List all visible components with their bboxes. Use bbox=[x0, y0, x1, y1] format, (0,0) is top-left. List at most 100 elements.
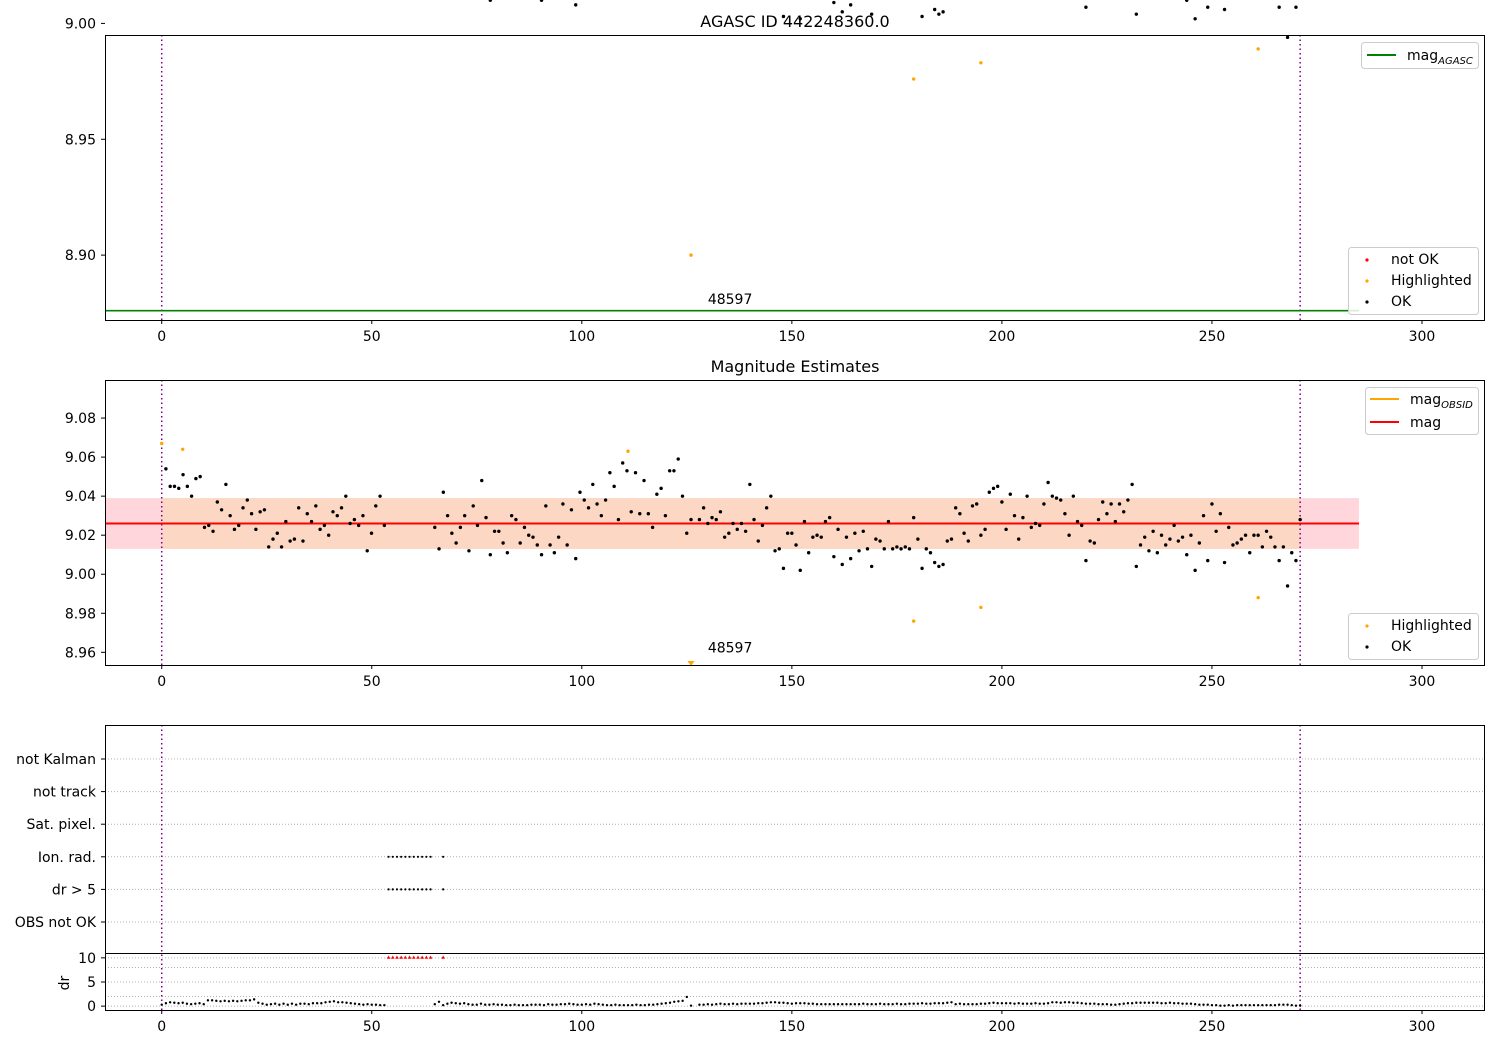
dr-point bbox=[652, 1003, 655, 1006]
dr-point bbox=[925, 1002, 928, 1005]
ok-point bbox=[616, 517, 621, 522]
ok-point bbox=[882, 547, 886, 551]
panel-flags-labels: not Kalman not track Sat. pixel. Ion. rad. d… bbox=[15, 752, 97, 931]
dr-point bbox=[231, 999, 235, 1003]
ok-point bbox=[878, 539, 882, 543]
flag-label: Sat. pixel. bbox=[27, 817, 96, 833]
dr-point bbox=[441, 1003, 445, 1007]
dr-point bbox=[1185, 1002, 1188, 1005]
ok-point bbox=[983, 527, 987, 532]
dr-point bbox=[513, 1003, 516, 1006]
dr-point bbox=[1118, 1003, 1121, 1006]
ok-point bbox=[958, 512, 962, 516]
panel-flags-markers bbox=[387, 855, 445, 891]
dr-point bbox=[315, 1002, 319, 1005]
dr-point bbox=[736, 1003, 739, 1006]
x-tick-label: 100 bbox=[568, 674, 595, 690]
ok-point bbox=[492, 529, 497, 533]
dr-point bbox=[332, 1000, 336, 1003]
ok-point bbox=[689, 517, 693, 522]
ok-point bbox=[254, 527, 258, 532]
ok-point bbox=[991, 486, 996, 491]
ok-point bbox=[811, 535, 815, 539]
ok-point bbox=[1210, 502, 1214, 506]
flag-marker bbox=[400, 888, 403, 891]
dr-point bbox=[1067, 1001, 1071, 1004]
dr-point bbox=[1151, 1001, 1155, 1004]
dr-point bbox=[996, 1002, 999, 1005]
panel-flags-dr-series bbox=[160, 955, 1302, 1007]
ok-point bbox=[185, 484, 190, 489]
ok-point bbox=[815, 533, 819, 537]
ok-point bbox=[224, 482, 228, 487]
ok-point bbox=[1122, 510, 1126, 514]
dr-point bbox=[450, 1001, 453, 1004]
ok-point bbox=[1281, 545, 1286, 549]
ok-point bbox=[1147, 549, 1151, 553]
ok-point bbox=[685, 531, 689, 535]
flag-marker bbox=[387, 855, 390, 858]
ok-point bbox=[974, 502, 979, 506]
ok-point bbox=[348, 521, 352, 526]
dr-point bbox=[303, 1002, 306, 1005]
ok-point bbox=[279, 545, 284, 549]
dr-point bbox=[836, 1003, 840, 1006]
ok-point bbox=[1008, 492, 1012, 496]
dr-point bbox=[1034, 1002, 1037, 1005]
legend-highlighted-marker-2 bbox=[1365, 624, 1369, 628]
dr-point bbox=[483, 1003, 487, 1006]
dr-point bbox=[782, 1001, 785, 1004]
dr-point bbox=[244, 999, 247, 1002]
highlighted-point bbox=[1256, 47, 1260, 51]
dr-point bbox=[294, 1003, 298, 1006]
dr-point bbox=[257, 1001, 260, 1004]
ok-point bbox=[949, 537, 954, 541]
ok-point bbox=[806, 551, 811, 555]
ok-point bbox=[1075, 519, 1080, 524]
dr-point bbox=[803, 1002, 806, 1005]
legend-status-box-2 bbox=[1348, 613, 1479, 660]
dr-point bbox=[1252, 1003, 1256, 1007]
dr-tick-label: 5 bbox=[87, 975, 96, 991]
dr-point bbox=[227, 1000, 231, 1003]
dr-point bbox=[542, 1003, 546, 1007]
ok-point bbox=[522, 525, 527, 530]
ok-point bbox=[1046, 480, 1050, 485]
ok-point bbox=[484, 515, 488, 520]
ok-point bbox=[462, 513, 467, 518]
ok-point bbox=[603, 498, 608, 502]
dr-point bbox=[345, 1001, 348, 1004]
ok-point bbox=[633, 471, 638, 475]
panel-agasc-y-axis: 8.908.959.009.05 bbox=[65, 16, 105, 264]
ok-point bbox=[309, 519, 314, 524]
ok-point bbox=[1227, 525, 1231, 530]
highlighted-point bbox=[979, 605, 983, 610]
dr-point bbox=[341, 1001, 344, 1004]
dr-point bbox=[1114, 1003, 1117, 1006]
dr-point bbox=[357, 1003, 361, 1006]
dr-point bbox=[336, 1001, 340, 1004]
legend-ok-label-2: OK bbox=[1391, 639, 1412, 655]
ok-point bbox=[1105, 512, 1109, 516]
ok-point bbox=[1206, 558, 1210, 563]
ok-point bbox=[1193, 17, 1197, 21]
ok-point bbox=[907, 547, 912, 551]
dr-point bbox=[866, 1003, 869, 1006]
dr-point bbox=[631, 1003, 634, 1007]
highlighted-point bbox=[911, 77, 916, 81]
ok-point bbox=[288, 539, 292, 543]
dr-point bbox=[862, 1002, 865, 1005]
x-tick-label: 300 bbox=[1409, 674, 1436, 690]
dr-point bbox=[572, 1003, 575, 1006]
flag-marker bbox=[412, 855, 415, 858]
dr-point bbox=[458, 1002, 462, 1005]
ok-point bbox=[1260, 545, 1265, 549]
dr-point bbox=[1097, 1003, 1100, 1006]
ok-point bbox=[241, 506, 245, 510]
ok-point bbox=[710, 515, 714, 520]
dr-point bbox=[740, 1002, 743, 1005]
dr-point bbox=[916, 1002, 920, 1005]
x-tick-label: 200 bbox=[989, 674, 1016, 690]
ok-point bbox=[1193, 568, 1197, 573]
ok-point bbox=[1021, 515, 1025, 520]
